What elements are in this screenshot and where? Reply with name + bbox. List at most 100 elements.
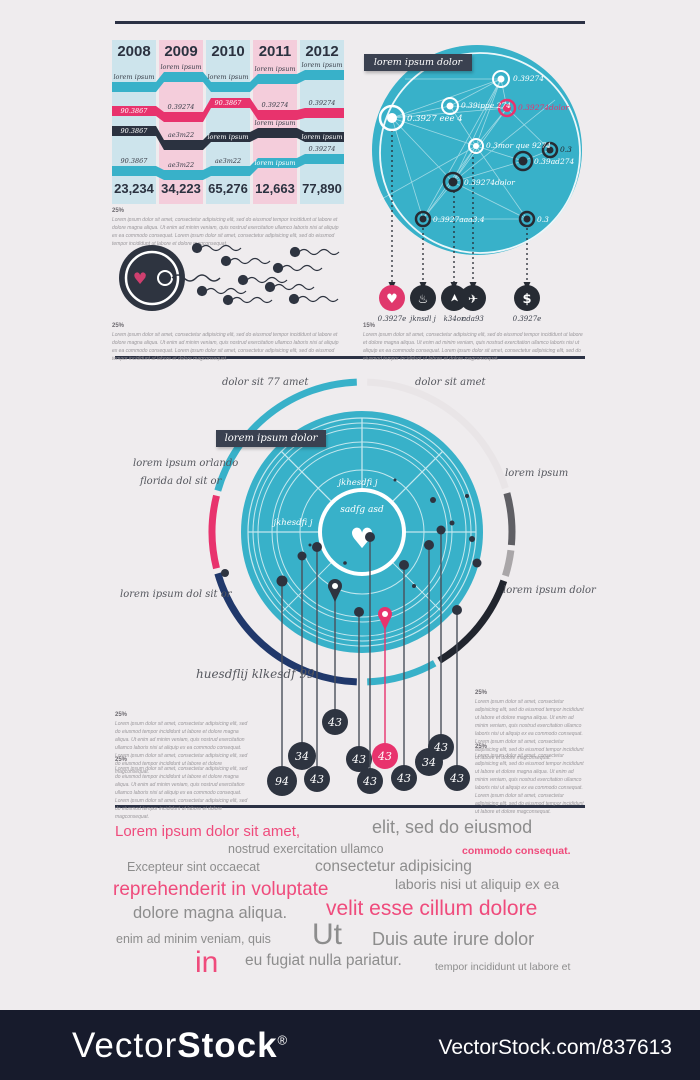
arc-gray <box>502 549 515 577</box>
svg-text:$: $ <box>522 292 531 307</box>
word-cloud-item: Lorem ipsum dolor sit amet, <box>115 823 301 840</box>
ribbon-shape <box>112 70 344 92</box>
svg-text:➤: ➤ <box>448 293 461 302</box>
total-value: 34,223 <box>161 181 201 196</box>
ring-label: dolor sit amet <box>415 377 486 388</box>
paragraph-text: Lorem ipsum dolor sit amet, consectetur … <box>475 699 584 761</box>
stem: 43 <box>346 607 372 772</box>
svg-text:43: 43 <box>396 772 411 785</box>
svg-text:♥: ♥ <box>386 292 398 307</box>
column-stripe <box>300 40 344 204</box>
word-cloud-item: velit esse cillum dolore <box>326 897 538 920</box>
ribbon-label: 90.3867 <box>120 107 148 115</box>
column-stripe <box>112 40 156 204</box>
ribbon-label: lorem ipsum <box>207 133 249 141</box>
stem-pin: 43 <box>322 579 348 735</box>
icon-label: k34or <box>444 315 465 323</box>
icon-label: 0.3927e <box>513 315 542 323</box>
node-label: 0.3mor que 9274 <box>486 141 551 150</box>
center-ring <box>318 488 406 576</box>
word-cloud-item: Excepteur sint occaecat <box>127 860 260 874</box>
ribbon-label: ae3m22 <box>167 131 195 139</box>
percent-label: 25% <box>115 712 128 718</box>
ribbon-label: lorem ipsum <box>301 133 343 141</box>
stem: 43 <box>391 560 417 791</box>
svg-text:✈: ✈ <box>468 292 478 306</box>
node-label: 0.3 <box>560 145 572 154</box>
ribbon-label: 0.39274 <box>261 101 289 109</box>
word-cloud-item: laboris nisi ut aliquip ex ea <box>395 876 560 892</box>
egg-circle <box>119 245 185 311</box>
arc-teal-top <box>214 378 357 492</box>
ring-label: lorem ipsum dol sit or <box>120 589 232 600</box>
node-dark <box>442 171 464 193</box>
network-node-labels: 0.39274 0.39ippe 274 0.39274dolor 0.3927… <box>407 74 575 224</box>
node-white-large <box>378 104 406 132</box>
paragraph-block: 25% Lorem ipsum dolor sit amet, consecte… <box>115 757 253 821</box>
ribbon-label: 90.3867 <box>214 99 242 107</box>
node-label: 0.39ad274 <box>534 157 575 166</box>
ring-label: dolor sit 77 amet <box>222 377 309 388</box>
network-diagram: 0.39274 0.39ippe 274 0.39274dolor 0.3927… <box>355 40 590 325</box>
year-header: 2012 <box>305 43 339 60</box>
ribbon-row: lorem ipsum lorem ipsum lorem ipsum lore… <box>112 61 344 94</box>
arc-pink <box>208 494 220 570</box>
stem: 94 <box>267 575 297 796</box>
ribbon-label: lorem ipsum <box>113 73 155 81</box>
icon-label: jknsdl j <box>408 315 436 323</box>
icon-row: ♥ ♨ ➤ ✈ $ <box>379 285 540 311</box>
icon-labels: 0.3927e jknsdl j k34or ada93 0.3927e <box>378 315 542 323</box>
arc-black <box>437 579 508 664</box>
svg-text:43: 43 <box>362 775 377 788</box>
node-white <box>468 138 484 154</box>
scatter-dots <box>221 478 482 588</box>
ring-arcs <box>208 378 516 686</box>
arc-light <box>367 378 509 490</box>
paragraph-text: Lorem ipsum dolor sit amet, consectetur … <box>363 332 583 362</box>
word-cloud-item: Duis aute irure dolor <box>372 929 535 949</box>
percent-label: 25% <box>112 323 125 329</box>
total-value: 77,890 <box>302 181 342 196</box>
percent-label: 25% <box>475 744 488 750</box>
column-stripe <box>206 40 250 204</box>
arc-darkgray <box>503 492 516 546</box>
node-white <box>441 97 459 115</box>
node-dark <box>541 141 559 159</box>
year-header: 2010 <box>211 43 245 60</box>
ribbon-label: lorem ipsum <box>207 73 249 81</box>
ribbon-label: 90.3867 <box>120 157 148 165</box>
ribbon-shape <box>112 126 344 150</box>
node-white <box>492 70 510 88</box>
divider-2 <box>115 805 585 808</box>
percent-label: 25% <box>115 757 128 763</box>
egg-sperm-graphic: ♥ <box>119 242 340 311</box>
node-label: 0.3927 eee 4 <box>407 114 463 124</box>
svg-text:43: 43 <box>449 772 464 785</box>
word-cloud-item: Ut <box>312 918 342 951</box>
ribbon-label: ae3m22 <box>167 161 195 169</box>
paragraph-text: Lorem ipsum dolor sit amet, consectetur … <box>475 753 584 815</box>
node-dark <box>512 150 534 172</box>
ring-label: lorem ipsum <box>505 468 569 479</box>
word-cloud-item: consectetur adipisicing <box>315 858 472 875</box>
segment-label: jkhesdfi j <box>336 478 377 488</box>
paragraph-text: Lorem ipsum dolor sit amet, consectetur … <box>115 721 248 775</box>
stem: 34 <box>288 551 316 770</box>
icon-label: 0.3927e <box>378 315 407 323</box>
paragraph-block: 25% Lorem ipsum dolor sit amet, consecte… <box>112 208 344 248</box>
svg-text:43: 43 <box>327 716 342 729</box>
ribbon-row: 90.3867 ae3m22 lorem ipsum lorem ipsum l… <box>112 119 344 150</box>
stem: 43 <box>428 525 454 760</box>
word-cloud-item: commodo consequat. <box>462 845 571 857</box>
icon-label: ada93 <box>462 315 484 323</box>
svg-text:34: 34 <box>422 756 436 769</box>
paragraph-text: Lorem ipsum dolor sit amet, consectetur … <box>112 332 339 362</box>
registered-mark: ® <box>277 1032 289 1048</box>
paragraph-text: Lorem ipsum dolor sit amet, consectetur … <box>112 217 339 247</box>
network-nodes <box>378 70 559 228</box>
ribbon-label: lorem ipsum <box>254 119 296 127</box>
node-dark <box>414 210 432 228</box>
svg-text:43: 43 <box>309 773 324 786</box>
ring-label: lorem ipsum orlando <box>133 458 239 469</box>
ribbon-label: 0.39274 <box>167 103 195 111</box>
